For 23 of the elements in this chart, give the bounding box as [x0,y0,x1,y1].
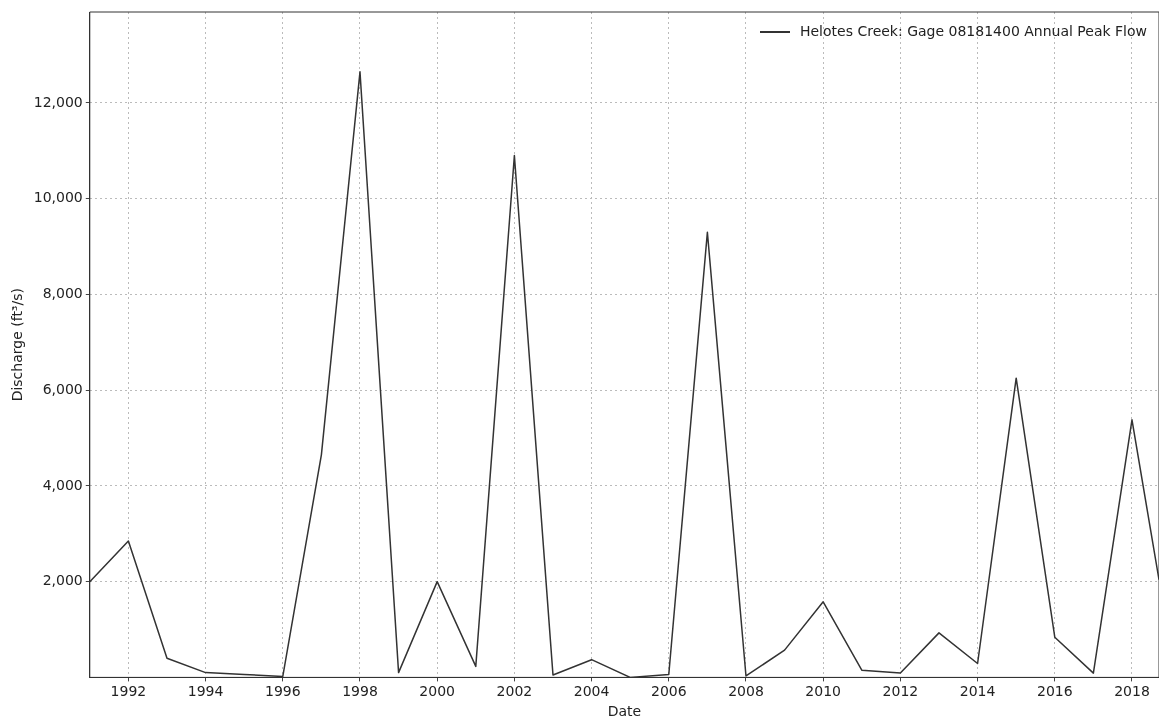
x-tick-label: 2002 [496,683,533,700]
x-tick-label: 2010 [805,683,841,700]
x-tick-label: 2008 [728,683,764,700]
x-tick-label: 2000 [419,683,455,700]
legend-label: Helotes Creek: Gage 08181400 Annual Peak Flow [799,22,1148,39]
x-tick-label: 2016 [1036,683,1073,700]
x-tick-label: 1992 [110,683,147,700]
x-tick-label: 2018 [1114,683,1150,700]
y-tick-label: 8,000 [42,285,83,302]
x-tick-label: 2014 [959,683,996,700]
x-tick-label: 1998 [342,683,378,700]
x-axis-title: Date [607,703,642,720]
y-tick-label: 10,000 [33,189,83,206]
y-tick-label: 2,000 [42,572,83,589]
y-tick-label: 4,000 [42,476,83,493]
y-axis-title: Discharge (ft³/s) [9,288,26,402]
x-tick-label: 1996 [264,683,301,700]
x-tick-label: 2004 [573,683,610,700]
x-tick-label: 2012 [882,683,919,700]
x-tick-label: 2006 [650,683,687,700]
y-tick-label: 12,000 [33,93,83,110]
y-tick-label: 6,000 [42,380,83,397]
x-tick-label: 1994 [187,683,224,700]
